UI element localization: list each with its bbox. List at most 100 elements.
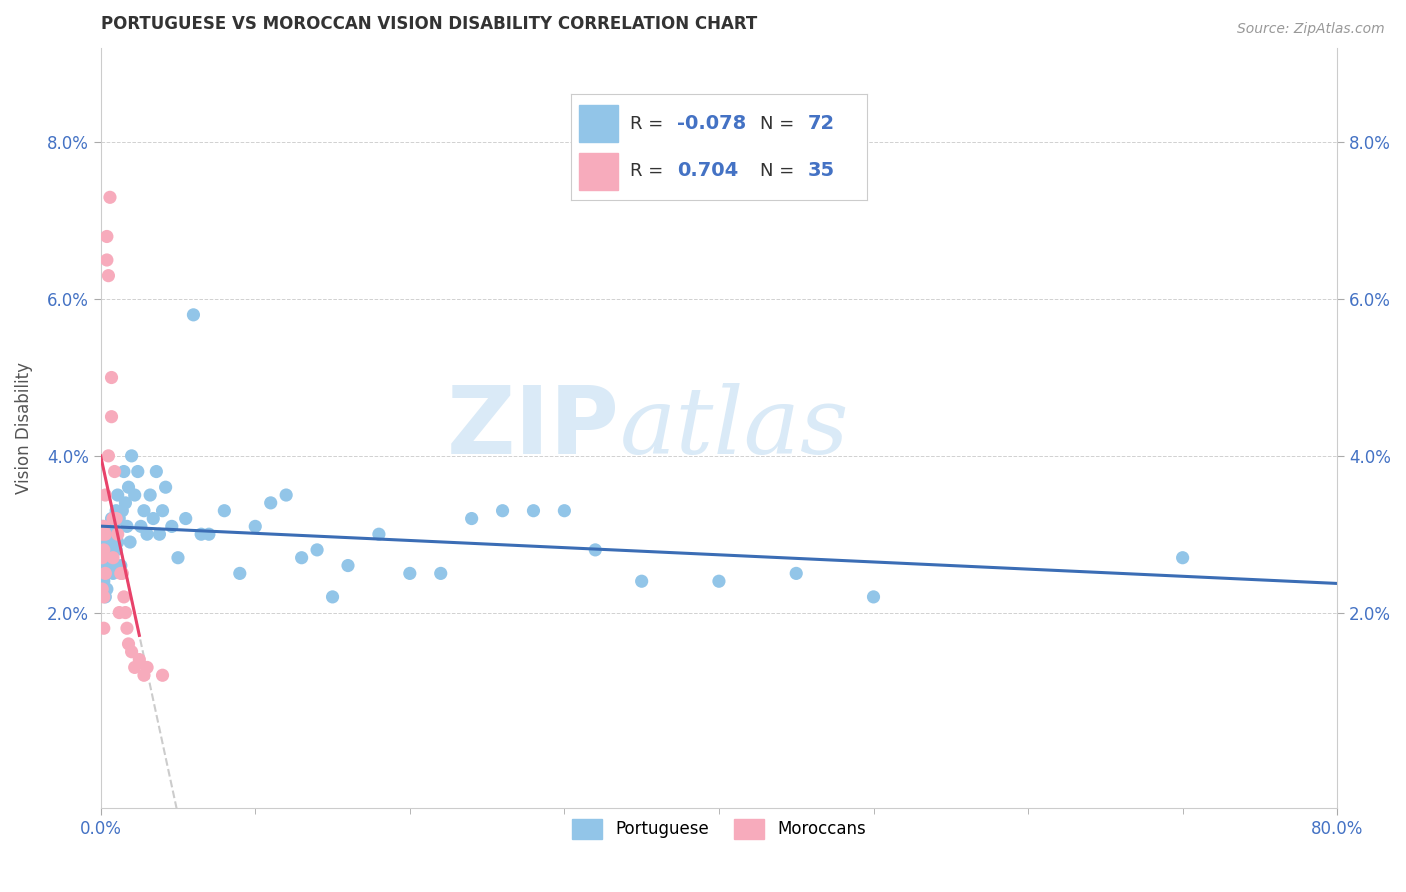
Portuguese [160, 519, 183, 533]
Portuguese [104, 527, 127, 541]
Portuguese [190, 527, 212, 541]
Moroccans [136, 660, 159, 674]
Moroccans [101, 550, 124, 565]
Moroccans [91, 527, 114, 541]
Moroccans [107, 527, 129, 541]
Portuguese [96, 550, 118, 565]
Portuguese [429, 566, 451, 581]
Moroccans [94, 566, 117, 581]
Portuguese [121, 449, 143, 463]
Portuguese [139, 488, 162, 502]
Portuguese [145, 465, 167, 479]
Portuguese [101, 519, 124, 533]
Moroccans [94, 488, 117, 502]
Moroccans [93, 621, 115, 635]
Moroccans [112, 590, 135, 604]
Portuguese [322, 590, 344, 604]
Portuguese [91, 558, 114, 573]
Moroccans [98, 190, 121, 204]
Moroccans [91, 582, 114, 596]
Portuguese [152, 504, 174, 518]
Moroccans [110, 566, 132, 581]
Portuguese [307, 542, 329, 557]
Portuguese [107, 535, 129, 549]
Portuguese [183, 308, 205, 322]
Portuguese [630, 574, 652, 589]
Portuguese [93, 535, 115, 549]
Portuguese [198, 527, 221, 541]
Portuguese [105, 504, 128, 518]
Portuguese [94, 566, 117, 581]
Portuguese [491, 504, 513, 518]
Portuguese [98, 558, 121, 573]
Portuguese [94, 542, 117, 557]
Moroccans [93, 590, 115, 604]
Portuguese [112, 465, 135, 479]
Portuguese [96, 582, 118, 596]
Moroccans [124, 660, 146, 674]
Portuguese [110, 558, 132, 573]
Portuguese [1171, 550, 1194, 565]
Portuguese [105, 542, 128, 557]
Moroccans [132, 668, 155, 682]
Portuguese [785, 566, 807, 581]
Text: PORTUGUESE VS MOROCCAN VISION DISABILITY CORRELATION CHART: PORTUGUESE VS MOROCCAN VISION DISABILITY… [101, 15, 756, 33]
Moroccans [97, 449, 120, 463]
Portuguese [93, 574, 115, 589]
Portuguese [97, 542, 120, 557]
Moroccans [111, 566, 134, 581]
Text: ZIP: ZIP [447, 383, 620, 475]
Portuguese [155, 480, 177, 494]
Portuguese [174, 511, 197, 525]
Portuguese [136, 527, 159, 541]
Portuguese [96, 527, 118, 541]
Moroccans [94, 527, 117, 541]
Portuguese [522, 504, 544, 518]
Moroccans [91, 550, 114, 565]
Portuguese [97, 519, 120, 533]
Portuguese [129, 519, 152, 533]
Portuguese [167, 550, 190, 565]
Moroccans [104, 465, 127, 479]
Text: atlas: atlas [620, 384, 849, 474]
Moroccans [93, 542, 115, 557]
Portuguese [114, 496, 136, 510]
Y-axis label: Vision Disability: Vision Disability [15, 362, 32, 494]
Moroccans [152, 668, 174, 682]
Portuguese [707, 574, 730, 589]
Portuguese [148, 527, 170, 541]
Moroccans [108, 606, 131, 620]
Moroccans [115, 621, 138, 635]
Portuguese [583, 542, 606, 557]
Portuguese [460, 511, 482, 525]
Portuguese [91, 519, 114, 533]
Moroccans [105, 511, 128, 525]
Portuguese [124, 488, 146, 502]
Moroccans [128, 652, 150, 666]
Moroccans [100, 370, 122, 384]
Portuguese [862, 590, 884, 604]
Portuguese [100, 511, 122, 525]
Portuguese [214, 504, 236, 518]
Portuguese [127, 465, 149, 479]
Moroccans [117, 637, 139, 651]
Moroccans [101, 511, 124, 525]
Moroccans [93, 519, 115, 533]
Portuguese [337, 558, 360, 573]
Portuguese [229, 566, 252, 581]
Portuguese [553, 504, 575, 518]
Portuguese [142, 511, 165, 525]
Portuguese [100, 550, 122, 565]
Portuguese [276, 488, 298, 502]
Portuguese [398, 566, 420, 581]
Portuguese [107, 488, 129, 502]
Portuguese [117, 480, 139, 494]
Moroccans [114, 606, 136, 620]
Portuguese [120, 535, 142, 549]
Portuguese [111, 504, 134, 518]
Portuguese [260, 496, 283, 510]
Portuguese [245, 519, 267, 533]
Portuguese [291, 550, 314, 565]
Moroccans [100, 409, 122, 424]
Moroccans [97, 268, 120, 283]
